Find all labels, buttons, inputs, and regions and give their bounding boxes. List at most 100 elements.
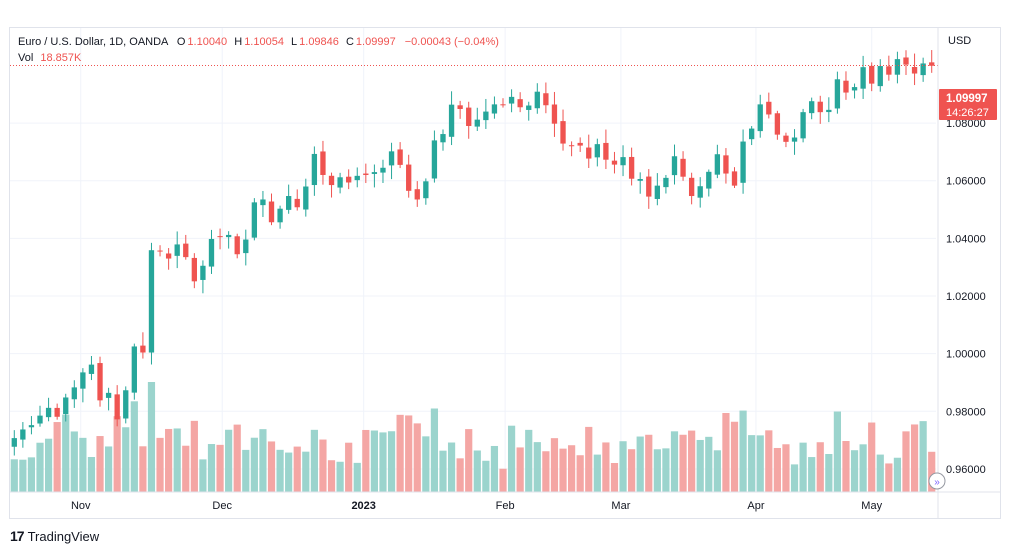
candle-body: [371, 172, 378, 174]
candle-body: [277, 208, 283, 223]
volume-bar: [293, 446, 301, 492]
volume-bar: [730, 421, 739, 492]
candle-body: [714, 154, 721, 175]
candle-body: [791, 137, 798, 142]
volume-bar: [27, 457, 36, 492]
candle-body: [568, 145, 575, 147]
volume-bar: [876, 454, 884, 492]
volume-bar: [765, 430, 773, 492]
low-label: L: [291, 36, 298, 48]
candle-body: [603, 142, 609, 160]
candle-body: [517, 99, 523, 108]
candle-body: [474, 119, 480, 127]
volume-bar: [207, 444, 216, 492]
volume-bar: [79, 437, 87, 492]
symbol-title[interactable]: Euro / U.S. Dollar, 1D, OANDA: [18, 36, 168, 48]
candle-body: [183, 243, 189, 258]
open-value: 1.10040: [187, 36, 228, 48]
candle-body: [251, 202, 258, 238]
volume-bar: [653, 449, 661, 492]
candle-body: [851, 87, 858, 91]
candle-body: [809, 101, 815, 114]
volume-bar: [739, 410, 747, 492]
candle-body: [440, 134, 446, 143]
candle-body: [826, 109, 832, 113]
volume-bar: [113, 416, 121, 492]
volume-bar: [267, 441, 276, 492]
tradingview-name: TradingView: [27, 528, 100, 544]
volume-bar: [516, 447, 524, 492]
volume-bar: [816, 442, 824, 492]
candle-body: [577, 142, 583, 146]
candle-body: [388, 151, 395, 166]
candle-body: [123, 390, 129, 419]
candle-body: [71, 387, 77, 400]
candle-body: [354, 175, 360, 181]
candle-body: [860, 67, 866, 89]
volume-bar: [507, 425, 516, 492]
volume-bar: [722, 412, 730, 492]
volume-bar: [353, 462, 361, 492]
volume-bar: [559, 448, 567, 492]
candle-layer: [11, 50, 935, 456]
candle-body: [877, 66, 883, 87]
tradingview-logo-icon: 17: [10, 528, 25, 544]
volume-bar: [259, 429, 267, 492]
candle-body: [663, 177, 669, 188]
chart-frame[interactable]: [9, 27, 1001, 519]
candle-body: [611, 160, 618, 165]
last-price-value: 1.09997: [946, 93, 988, 105]
volume-bar: [139, 446, 147, 492]
candle-body: [637, 179, 643, 181]
volume-bar: [885, 463, 893, 492]
candle-body: [671, 156, 678, 176]
volume-bar: [36, 442, 44, 492]
volume-bar: [499, 468, 507, 492]
volume-label[interactable]: Vol: [18, 52, 34, 64]
volume-bar: [10, 459, 18, 492]
candle-body: [740, 141, 746, 183]
candle-body: [834, 79, 841, 109]
volume-bar: [44, 438, 53, 492]
candle-body: [483, 111, 489, 121]
volume-bar: [387, 431, 396, 492]
volume-bar: [447, 442, 456, 492]
high-value: 1.10054: [244, 36, 284, 48]
volume-bar: [413, 423, 421, 492]
candle-body: [363, 173, 369, 175]
time-axis-ticks: Nov Dec 2023 Feb Mar Apr May: [71, 500, 883, 512]
change-value: −0.00043 (−0.04%): [404, 36, 499, 48]
candle-body: [294, 198, 300, 208]
volume-bar: [576, 455, 584, 492]
candle-body: [457, 105, 463, 109]
volume-bar: [405, 415, 413, 492]
volume-bar: [533, 442, 541, 492]
scroll-to-latest-button[interactable]: »: [928, 472, 946, 490]
volume-bar: [850, 450, 859, 492]
candle-body: [448, 104, 455, 137]
tradingview-logo[interactable]: 17 TradingView: [10, 528, 99, 544]
candle-body: [783, 135, 789, 142]
candle-body: [148, 250, 155, 353]
candle-body: [869, 65, 875, 84]
price-tick-label: 1.04000: [946, 233, 986, 245]
volume-bar: [190, 420, 198, 492]
volume-bar: [593, 454, 601, 492]
price-tick-label: 1.02000: [946, 291, 986, 303]
candle-body: [157, 250, 163, 252]
candle-body: [903, 57, 909, 65]
candle-body: [28, 425, 35, 428]
volume-bar: [87, 457, 96, 492]
candle-body: [646, 176, 652, 197]
volume-legend: Vol 18.857K: [18, 52, 85, 64]
volume-bar: [748, 435, 756, 492]
candle-body: [414, 189, 420, 200]
candle-body: [200, 265, 206, 280]
close-value: 1.09997: [355, 36, 396, 48]
volume-bar: [122, 427, 130, 492]
candle-body: [268, 201, 275, 223]
volume-bar: [662, 448, 670, 492]
volume-bar: [645, 434, 653, 492]
candle-body: [766, 101, 772, 115]
